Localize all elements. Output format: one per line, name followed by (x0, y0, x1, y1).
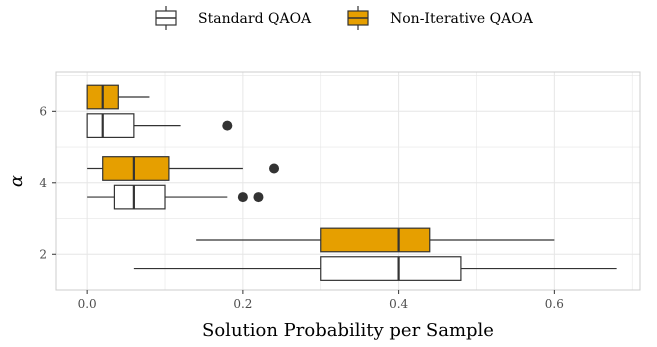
y-tick-label: 6 (39, 104, 47, 118)
outlier-point (237, 192, 248, 203)
box-non-iterative-alpha-6 (86, 84, 150, 110)
y-axis-ticks: 2 4 6 (39, 104, 56, 261)
y-tick-label: 4 (39, 176, 47, 190)
x-tick-label: 0.4 (389, 297, 408, 311)
x-tick-label: 0.2 (233, 297, 252, 311)
outlier-point (269, 163, 280, 174)
box-standard-alpha-2 (133, 256, 617, 281)
grid (56, 72, 640, 291)
box-standard-alpha-4 (87, 184, 264, 210)
outlier-point (253, 192, 264, 203)
box-iqr (320, 256, 462, 281)
y-axis-title: α (6, 175, 27, 187)
x-tick-label: 0.6 (545, 297, 564, 311)
box-standard-alpha-6 (86, 113, 233, 139)
panel-border (55, 71, 641, 291)
box-iqr (113, 184, 166, 210)
box-non-iterative-alpha-2 (196, 227, 555, 253)
legend-item-non-iterative: Non-Iterative QAOA (347, 6, 534, 30)
box-iqr (102, 156, 170, 181)
y-tick-label: 2 (39, 247, 47, 261)
box-non-iterative-alpha-4 (87, 156, 280, 181)
legend: Standard QAOA Non-Iterative QAOA (155, 6, 534, 30)
legend-label: Non-Iterative QAOA (390, 11, 534, 27)
box-iqr (320, 227, 431, 253)
box-series (86, 84, 617, 281)
box-iqr (86, 113, 135, 139)
x-axis-title: Solution Probability per Sample (202, 320, 494, 341)
legend-label: Standard QAOA (198, 11, 312, 27)
x-tick-label: 0.0 (78, 297, 97, 311)
legend-item-standard: Standard QAOA (155, 6, 312, 30)
x-axis-ticks: 0.0 0.2 0.4 0.6 (78, 290, 564, 311)
outlier-point (222, 120, 233, 131)
